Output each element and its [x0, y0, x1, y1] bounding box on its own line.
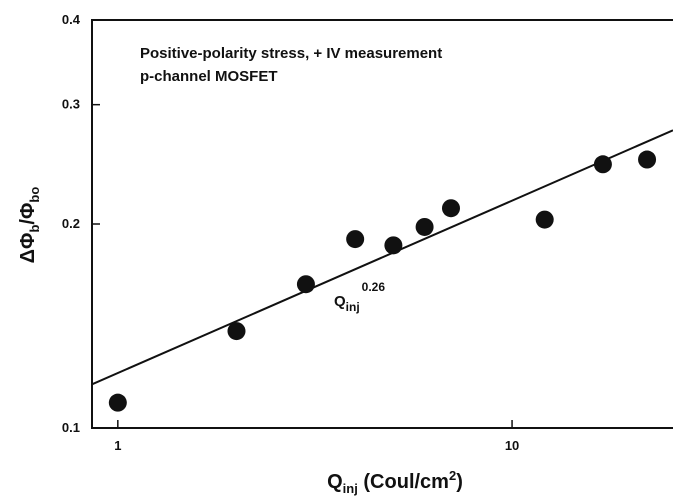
y-tick-label: 0.2: [62, 216, 80, 231]
title-line: Positive-polarity stress, + IV measureme…: [140, 45, 442, 62]
x-tick-label: 1: [114, 438, 121, 453]
y-tick-label: 0.4: [62, 12, 81, 27]
data-point: [296, 275, 315, 294]
data-point: [638, 150, 657, 169]
data-point: [535, 210, 554, 229]
y-axis-label: ΔΦb/Φbo: [17, 187, 42, 264]
x-axis-label: Qinj (Coul/cm2): [327, 468, 463, 496]
fit-line: [91, 129, 673, 386]
data-point: [108, 393, 127, 412]
title-line: p-channel MOSFET: [140, 68, 278, 85]
data-point: [441, 199, 460, 218]
data-point: [227, 322, 246, 341]
data-point: [346, 230, 365, 249]
data-point: [384, 236, 403, 255]
y-tick-label: 0.3: [62, 97, 80, 112]
y-tick-label: 0.1: [62, 420, 80, 435]
annotation: Qinj0.26: [334, 280, 385, 314]
data-point: [593, 155, 612, 174]
x-tick-label: 10: [505, 438, 519, 453]
data-point: [415, 217, 434, 236]
